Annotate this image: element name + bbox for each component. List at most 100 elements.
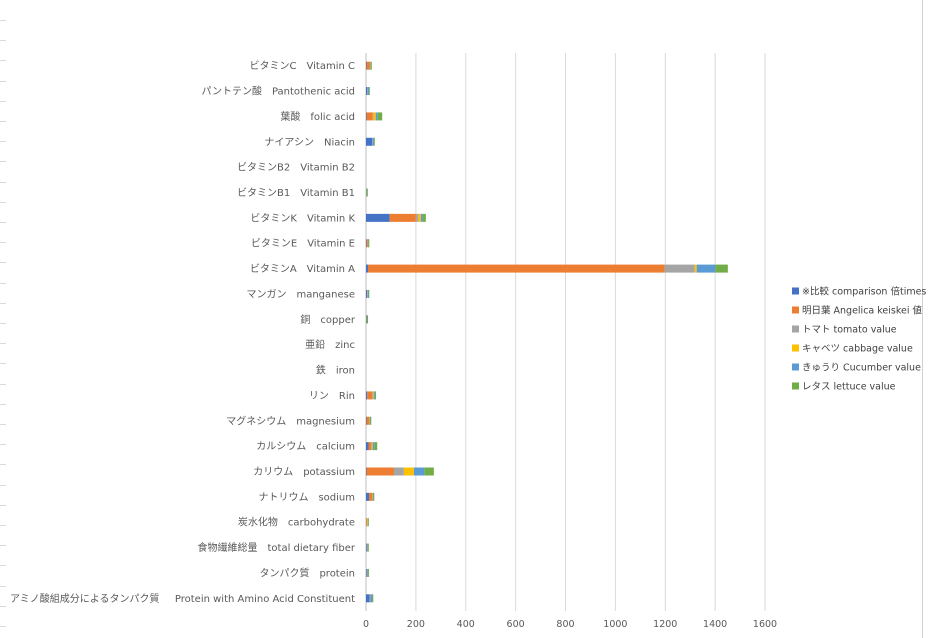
bar-segment[interactable]	[373, 137, 375, 146]
bar-segment[interactable]	[377, 112, 383, 121]
bar-segment[interactable]	[369, 61, 371, 70]
bar-segment[interactable]	[367, 264, 665, 273]
bar-segment[interactable]	[372, 137, 374, 146]
bar-segment[interactable]	[715, 264, 728, 273]
bar-segment[interactable]	[415, 213, 419, 222]
bar-segment[interactable]	[367, 87, 369, 96]
bar-segment[interactable]	[366, 518, 367, 527]
bar-segment[interactable]	[366, 518, 368, 527]
bar-segment[interactable]	[366, 289, 368, 298]
bar-segment[interactable]	[372, 391, 374, 400]
sheet-row-line	[0, 565, 6, 566]
bar-segment[interactable]	[366, 594, 370, 603]
bar-segment[interactable]	[370, 594, 373, 603]
bar-segment[interactable]	[367, 391, 373, 400]
bar-segment[interactable]	[366, 518, 368, 527]
bar-segment[interactable]	[366, 239, 368, 248]
bar-segment[interactable]	[366, 61, 367, 70]
bar-segment[interactable]	[413, 467, 425, 476]
bar-segment[interactable]	[371, 442, 373, 451]
legend[interactable]: ※比較 comparison 倍times 明日葉 Angelica keiske…	[792, 286, 929, 393]
bar-segment[interactable]	[374, 391, 376, 400]
category-label-jp: カルシウム	[256, 441, 306, 453]
bar-segment[interactable]	[374, 442, 378, 451]
bar-segment[interactable]	[369, 594, 371, 603]
bar-segment[interactable]	[366, 61, 370, 70]
bar-segment[interactable]	[420, 213, 423, 222]
bar-segment[interactable]	[370, 61, 372, 70]
category-label-en: Vitamin B1	[300, 188, 355, 199]
bar-segment[interactable]	[368, 87, 370, 96]
bar-segment[interactable]	[367, 289, 369, 298]
bar-segment[interactable]	[368, 239, 370, 248]
bar-segment[interactable]	[369, 416, 371, 425]
bar-segment[interactable]	[367, 289, 369, 298]
bar-segment[interactable]	[373, 391, 375, 400]
bar-segment[interactable]	[368, 289, 370, 298]
bar-segment[interactable]	[367, 87, 369, 96]
bar-segment[interactable]	[366, 568, 367, 577]
sheet-row-line	[0, 121, 6, 122]
bar-segment[interactable]	[422, 213, 426, 222]
bar-segment[interactable]	[373, 391, 375, 400]
bar-segment[interactable]	[372, 594, 374, 603]
sheet-row-line	[0, 303, 6, 304]
bar-segment[interactable]	[403, 467, 414, 476]
bar-segment[interactable]	[373, 492, 375, 501]
bar-segment[interactable]	[372, 112, 374, 121]
bar-segment[interactable]	[369, 61, 371, 70]
bar-segment[interactable]	[366, 264, 368, 273]
bar-segment[interactable]	[372, 137, 374, 146]
bar-segment[interactable]	[373, 112, 376, 121]
bar-segment[interactable]	[418, 213, 421, 222]
bar-segment[interactable]	[366, 467, 394, 476]
bar-segment[interactable]	[366, 568, 368, 577]
bar-segment[interactable]	[389, 213, 416, 222]
bar-segment[interactable]	[371, 492, 373, 501]
bar-segment[interactable]	[694, 264, 697, 273]
bar-segment[interactable]	[366, 213, 390, 222]
bar-segment[interactable]	[366, 87, 368, 96]
bar-segment[interactable]	[367, 315, 369, 324]
x-tick-label: 1000	[603, 619, 627, 630]
bar-segment[interactable]	[366, 239, 367, 248]
bar-segment[interactable]	[366, 416, 367, 425]
bar-segment[interactable]	[368, 442, 371, 451]
bar-segment[interactable]	[366, 137, 373, 146]
bar-segment[interactable]	[366, 188, 368, 197]
bar-segment[interactable]	[369, 416, 371, 425]
category-label-jp: 亜鉛	[305, 338, 325, 351]
bar-segment[interactable]	[696, 264, 716, 273]
bar-segment[interactable]	[370, 416, 372, 425]
bar-segment[interactable]	[372, 442, 375, 451]
bar-segment[interactable]	[366, 315, 367, 324]
bar-segment[interactable]	[367, 543, 369, 552]
bar-segment[interactable]	[367, 518, 369, 527]
bar-segment[interactable]	[366, 112, 373, 121]
bar-segment[interactable]	[424, 467, 434, 476]
bar-segment[interactable]	[368, 416, 370, 425]
bar-segment[interactable]	[366, 543, 368, 552]
bar-segment[interactable]	[368, 568, 370, 577]
bar-segment[interactable]	[366, 492, 369, 501]
bar-segment[interactable]	[366, 112, 367, 121]
bar-segment[interactable]	[372, 492, 374, 501]
bar-segment[interactable]	[368, 492, 372, 501]
bar-segment[interactable]	[370, 61, 372, 70]
x-tick-label: 200	[407, 619, 425, 630]
bar-segment[interactable]	[367, 543, 369, 552]
bar-segment[interactable]	[366, 543, 367, 552]
bar-segment[interactable]	[372, 492, 374, 501]
category-label-jp: マンガン	[246, 288, 286, 300]
bar-segment[interactable]	[393, 467, 404, 476]
bar-segment[interactable]	[366, 416, 369, 425]
bar-segment[interactable]	[367, 568, 369, 577]
category-label-en: Vitamin A	[307, 264, 355, 275]
bar-segment[interactable]	[375, 112, 378, 121]
bar-segment[interactable]	[366, 442, 369, 451]
bar-segment[interactable]	[366, 391, 368, 400]
bar-segment[interactable]	[664, 264, 695, 273]
bar-segment[interactable]	[366, 467, 367, 476]
bar-segment[interactable]	[370, 442, 372, 451]
